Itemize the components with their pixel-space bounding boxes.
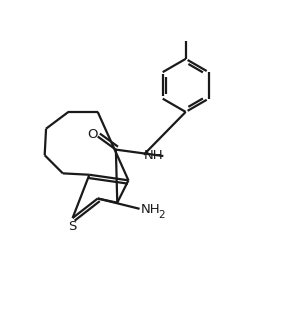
Text: NH: NH	[144, 149, 163, 162]
Text: NH: NH	[141, 203, 161, 216]
Text: O: O	[87, 128, 97, 141]
Text: S: S	[69, 220, 77, 233]
Text: 2: 2	[158, 210, 165, 220]
